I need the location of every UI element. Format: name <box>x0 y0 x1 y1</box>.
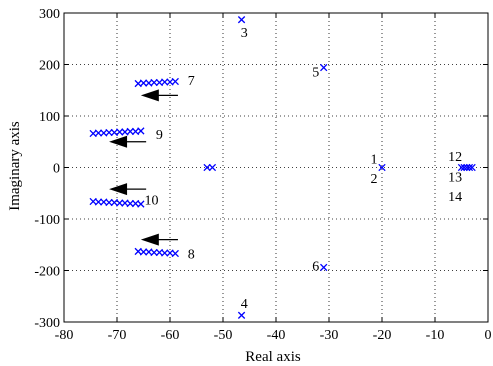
tick-label-x: -10 <box>426 328 445 343</box>
direction-arrow <box>140 233 178 246</box>
pole-label: 1 <box>371 153 378 168</box>
pole-label: 2 <box>371 172 378 187</box>
pole-label: 13 <box>448 170 462 185</box>
direction-arrow <box>109 135 147 148</box>
pole-marker <box>137 127 145 135</box>
tick-label-x: -50 <box>214 328 233 343</box>
pole-marker <box>171 77 179 86</box>
pole-marker <box>126 199 134 208</box>
pole-marker <box>237 16 246 24</box>
pole-marker <box>115 128 124 136</box>
pole-marker <box>137 200 145 208</box>
pole-marker <box>465 163 474 172</box>
tick-label-x: -20 <box>373 328 392 343</box>
tick-label-x: -80 <box>55 328 74 343</box>
pole-marker <box>139 248 148 256</box>
pole-label: 8 <box>188 248 195 263</box>
pole-marker <box>150 78 158 87</box>
pole-marker <box>94 129 103 137</box>
pole-marker <box>105 198 113 207</box>
pole-marker <box>115 199 124 207</box>
pole-marker <box>320 263 328 272</box>
pole-marker <box>378 163 386 172</box>
pole-marker <box>203 163 211 172</box>
pole-marker <box>208 163 217 172</box>
pole-marker <box>460 163 468 172</box>
axis-ticks: -80 -70 -60 -50 -40 -30 -20 -10 0-300-200-100010… <box>34 7 491 343</box>
tick-label-y: 200 <box>39 59 60 74</box>
tick-label-y: -300 <box>34 316 60 331</box>
tick-label-y: -100 <box>34 213 60 228</box>
pole-marker <box>139 79 148 87</box>
tick-label-x: -60 <box>161 328 180 343</box>
pole-marker <box>105 128 113 137</box>
x-axis-label: Real axis <box>245 349 301 365</box>
pole-marker <box>150 248 158 257</box>
pole-label: 9 <box>156 128 163 143</box>
direction-arrow <box>109 183 147 196</box>
pole-marker <box>457 163 466 172</box>
pole-marker <box>171 249 179 258</box>
pole-label: 6 <box>312 259 319 274</box>
pole-marker <box>161 78 169 86</box>
pole-marker <box>161 249 169 257</box>
pole-label: 4 <box>241 297 248 312</box>
tick-label-y: 100 <box>39 110 60 125</box>
tick-label-y: 300 <box>39 7 60 22</box>
pole-label: 14 <box>448 190 462 205</box>
pole-marker <box>320 63 328 72</box>
pole-marker <box>463 163 471 172</box>
direction-arrows <box>109 89 178 246</box>
pole-label: 5 <box>312 66 319 81</box>
pole-marker <box>237 311 246 319</box>
direction-arrow <box>140 89 178 102</box>
pole-marker <box>468 163 476 172</box>
grid-lines <box>64 13 488 322</box>
pole-marker <box>126 127 134 136</box>
tick-label-x: -70 <box>108 328 127 343</box>
pole-markers <box>89 16 476 319</box>
tick-label-y: 0 <box>53 162 60 177</box>
tick-label-y: -200 <box>34 265 60 280</box>
y-axis-label: Imaginary axis <box>7 121 23 211</box>
pole-label: 7 <box>188 74 195 89</box>
tick-label-x: -40 <box>267 328 286 343</box>
pole-label: 3 <box>241 26 248 41</box>
tick-label-x: 0 <box>485 328 492 343</box>
pole-label: 12 <box>448 150 462 165</box>
pole-label: 10 <box>144 193 158 208</box>
tick-label-x: -30 <box>320 328 339 343</box>
pole-marker <box>94 198 103 206</box>
